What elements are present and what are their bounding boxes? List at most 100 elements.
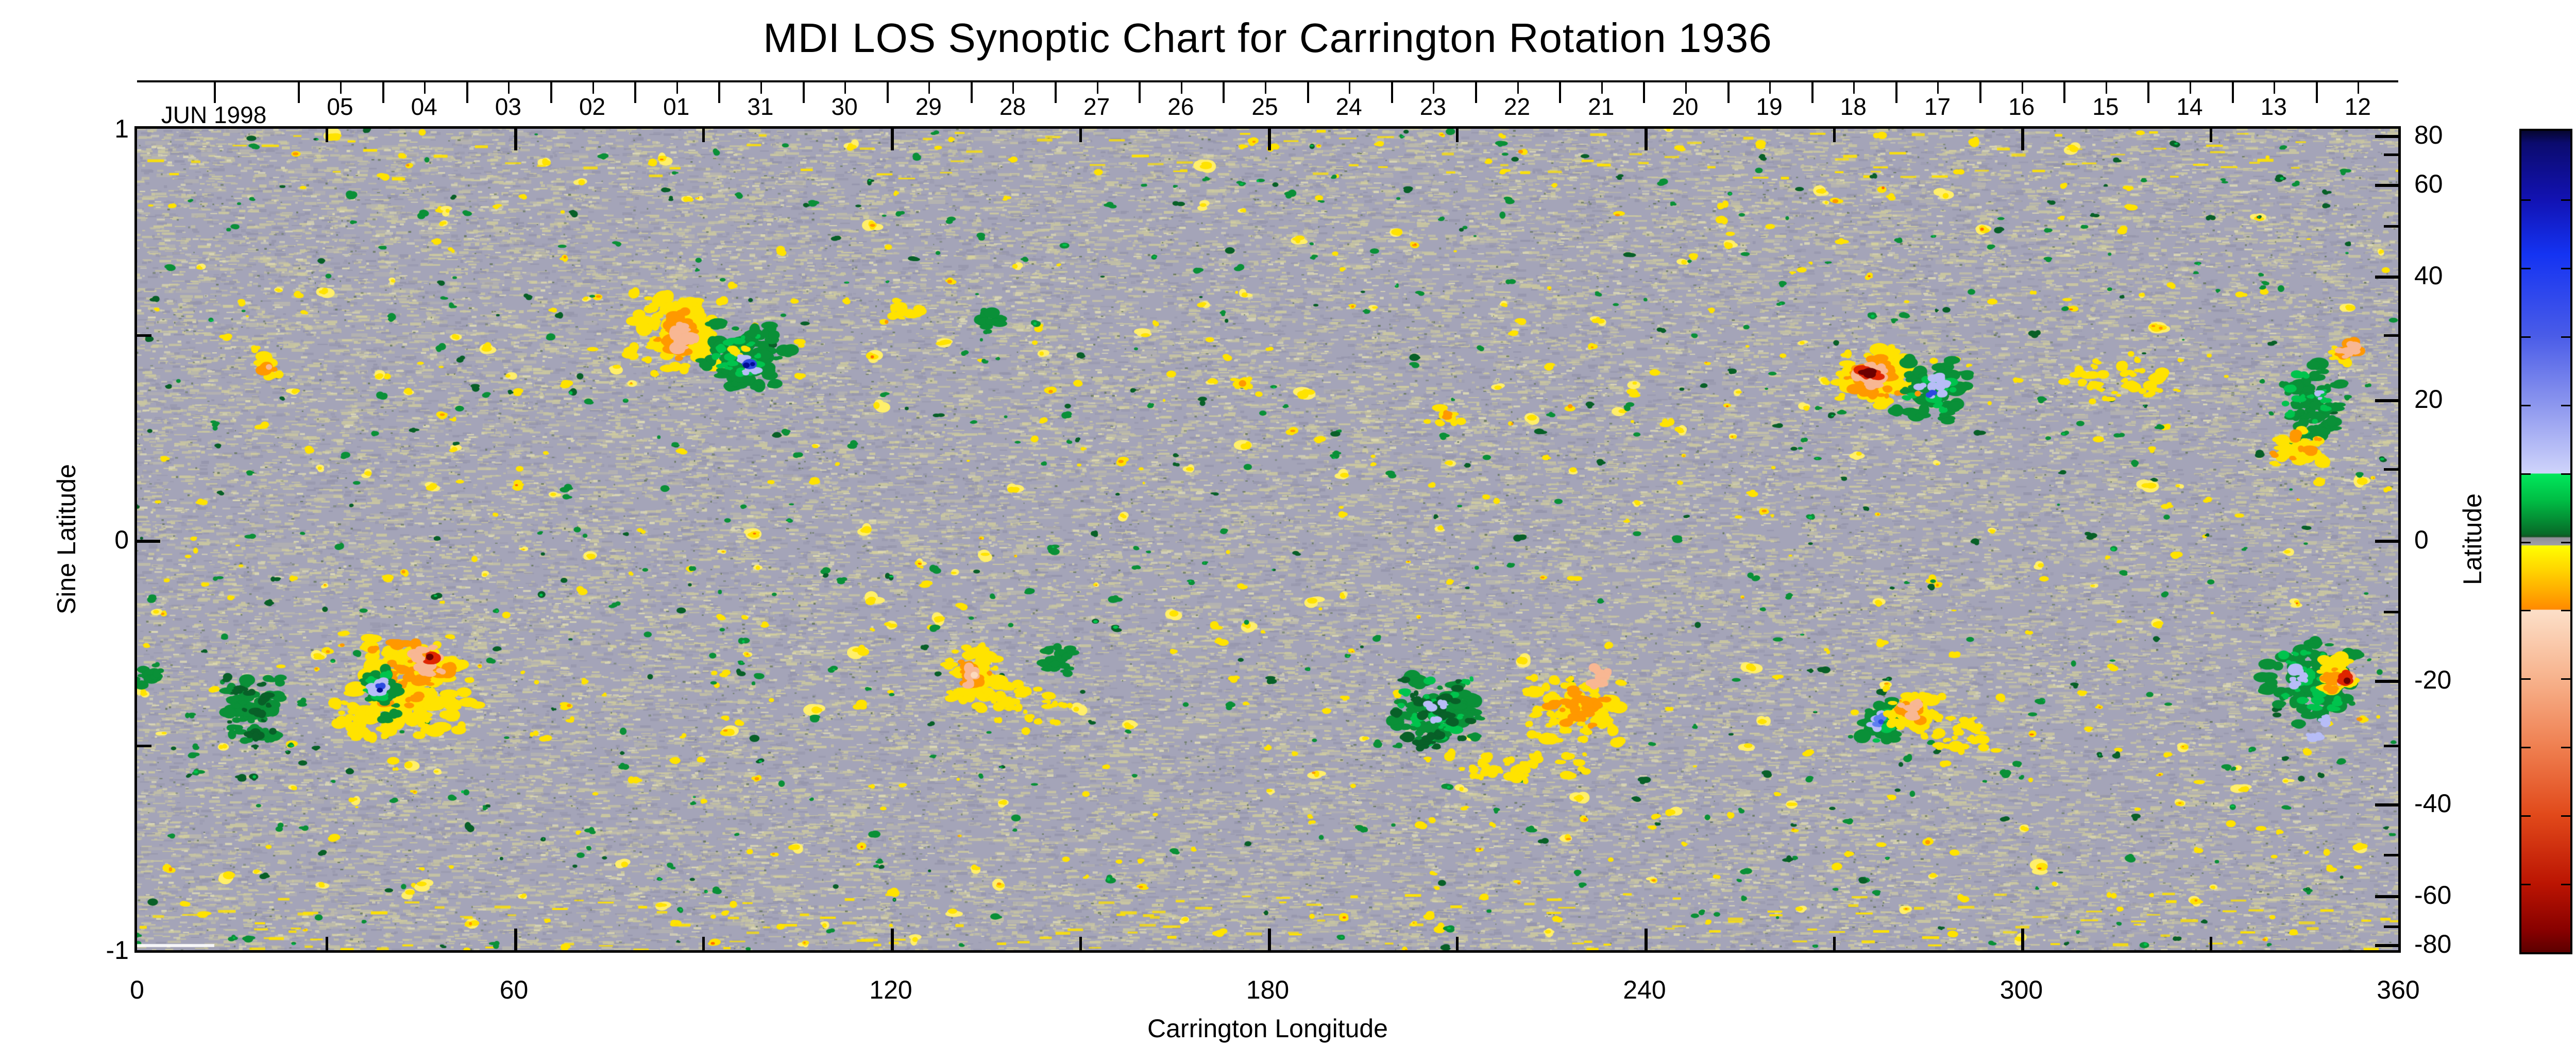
- date-day-label: 03: [495, 93, 521, 120]
- longitude-label: 60: [499, 975, 529, 1004]
- longitude-label: 360: [2377, 975, 2420, 1004]
- date-major-tick: [1979, 82, 1982, 103]
- colorbar-tick: [2561, 678, 2570, 680]
- x-major-tick-bottom: [514, 929, 517, 950]
- date-major-tick: [886, 82, 889, 103]
- latitude-minor-tick: [2384, 153, 2398, 157]
- date-major-tick: [1811, 82, 1814, 103]
- date-day-label: 28: [999, 93, 1026, 120]
- latitude-minor-tick: [2384, 854, 2398, 857]
- latitude-label: 0: [2414, 525, 2429, 554]
- colorbar-tick: [2561, 404, 2570, 406]
- latitude-label: 60: [2414, 169, 2443, 198]
- colorbar-tick: [2561, 336, 2570, 338]
- date-day-label: 23: [1419, 93, 1446, 120]
- date-minor-tick: [676, 82, 678, 94]
- x-axis-title: Carrington Longitude: [1147, 1014, 1388, 1043]
- date-minor-tick: [340, 82, 342, 94]
- latitude-minor-tick: [2384, 468, 2398, 471]
- colorbar: [2519, 129, 2572, 954]
- date-minor-tick: [1433, 82, 1435, 94]
- date-minor-tick: [2190, 82, 2192, 94]
- latitude-major-tick: [2375, 275, 2398, 279]
- colorbar-tick: [2521, 404, 2531, 406]
- sine-lat-label: 1: [114, 114, 129, 143]
- longitude-tick-labels: 0 60 120 180 240 300 360: [130, 975, 2420, 1006]
- x-minor-tick-bottom: [2210, 937, 2213, 950]
- x-major-tick-top: [1645, 129, 1648, 150]
- colorbar-tick: [2521, 884, 2531, 886]
- date-day-label: 27: [1083, 93, 1110, 120]
- latitude-minor-tick: [2384, 610, 2398, 613]
- latitude-label: 80: [2414, 121, 2443, 150]
- colorbar-tick: [2561, 815, 2570, 817]
- sine-lat-major-tick: [137, 539, 160, 543]
- x-minor-tick-bottom: [1456, 937, 1459, 950]
- date-major-tick: [2147, 82, 2150, 103]
- colorbar-tick: [2521, 747, 2531, 749]
- x-minor-tick-bottom: [1833, 937, 1836, 950]
- x-minor-tick-top: [702, 129, 705, 142]
- colorbar-tick: [2521, 541, 2531, 543]
- date-major-tick: [2063, 82, 2066, 103]
- date-minor-tick: [1853, 82, 1855, 94]
- x-minor-tick-top: [325, 129, 328, 142]
- date-axis-labels: 05 04 03 02 01 31 30 29 28 27 26 25 24 23 22 21 20 19 18 17…: [137, 94, 2398, 119]
- chart-title: MDI LOS Synoptic Chart for Carrington Ro…: [763, 15, 1772, 61]
- date-major-tick: [298, 82, 300, 103]
- colorbar-tick: [2521, 610, 2531, 612]
- latitude-major-tick: [2375, 803, 2398, 807]
- date-major-tick: [634, 82, 637, 103]
- latitude-major-tick: [2375, 895, 2398, 899]
- x-major-tick-top: [1267, 129, 1271, 150]
- date-major-tick: [1475, 82, 1477, 103]
- date-major-tick: [214, 82, 216, 103]
- magnetogram-plot-area: [134, 126, 2401, 953]
- date-day-label: 25: [1251, 93, 1278, 120]
- x-minor-tick-top: [1079, 129, 1082, 142]
- latitude-label: 40: [2414, 261, 2443, 290]
- magnetogram-image: [137, 129, 2398, 950]
- latitude-label: 20: [2414, 384, 2443, 414]
- x-major-tick-bottom: [1267, 929, 1271, 950]
- latitude-minor-tick: [2384, 925, 2398, 928]
- date-major-tick: [382, 82, 384, 103]
- date-axis-ticks: [137, 82, 2398, 106]
- date-minor-tick: [2274, 82, 2276, 94]
- date-day-label: 14: [2176, 93, 2203, 120]
- date-major-tick: [1307, 82, 1309, 103]
- date-minor-tick: [1937, 82, 1939, 94]
- date-minor-tick: [2358, 82, 2360, 94]
- date-day-label: 02: [579, 93, 606, 120]
- latitude-label: -20: [2414, 665, 2452, 695]
- date-major-tick: [2315, 82, 2318, 103]
- x-minor-tick-top: [2210, 129, 2213, 142]
- month-year-label: JUN 1998: [161, 101, 267, 128]
- colorbar-tick: [2561, 473, 2570, 475]
- date-minor-tick: [592, 82, 594, 94]
- date-major-tick: [1391, 82, 1393, 103]
- longitude-label: 180: [1246, 975, 1290, 1004]
- date-minor-tick: [1601, 82, 1603, 94]
- date-day-label: 16: [2008, 93, 2035, 120]
- x-major-tick-bottom: [890, 929, 894, 950]
- date-minor-tick: [1265, 82, 1266, 94]
- longitude-label: 240: [1623, 975, 1666, 1004]
- date-day-label: 26: [1167, 93, 1194, 120]
- x-minor-tick-bottom: [1079, 937, 1082, 950]
- date-minor-tick: [2105, 82, 2107, 94]
- longitude-label: 300: [1999, 975, 2043, 1004]
- sine-lat-minor-tick: [137, 745, 151, 748]
- date-day-label: 19: [1756, 93, 1783, 120]
- date-minor-tick: [928, 82, 930, 94]
- longitude-label: 0: [130, 975, 144, 1004]
- date-day-label: 15: [2092, 93, 2119, 120]
- x-major-tick-top: [890, 129, 894, 150]
- colorbar-tick: [2521, 199, 2531, 201]
- date-minor-tick: [1012, 82, 1014, 94]
- date-minor-tick: [1685, 82, 1687, 94]
- colorbar-tick: [2521, 815, 2531, 817]
- latitude-minor-tick: [2384, 745, 2398, 748]
- x-major-tick-bottom: [1645, 929, 1648, 950]
- latitude-major-tick: [2375, 539, 2398, 543]
